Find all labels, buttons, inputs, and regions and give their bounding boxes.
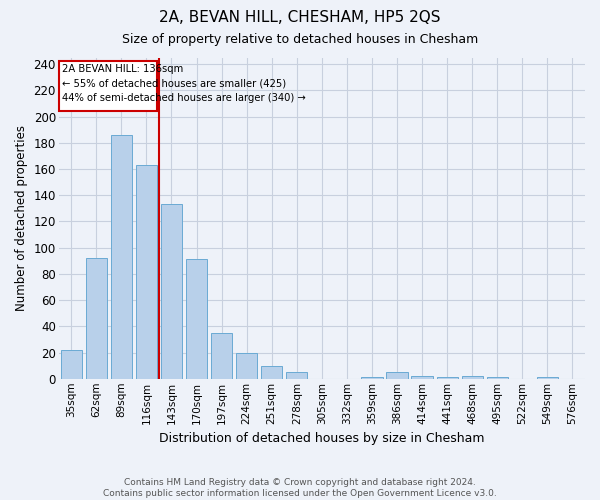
FancyBboxPatch shape [59, 62, 157, 112]
Bar [361, 378, 383, 379]
Bar [211, 333, 232, 379]
Bar [61, 350, 82, 379]
Bar [186, 260, 207, 379]
Bar [261, 366, 283, 379]
Bar [111, 135, 132, 379]
Text: ← 55% of detached houses are smaller (425): ← 55% of detached houses are smaller (42… [62, 78, 286, 88]
Bar [487, 378, 508, 379]
Bar [412, 376, 433, 379]
Bar [86, 258, 107, 379]
Bar [461, 376, 483, 379]
Text: 2A, BEVAN HILL, CHESHAM, HP5 2QS: 2A, BEVAN HILL, CHESHAM, HP5 2QS [159, 10, 441, 25]
Bar [286, 372, 307, 379]
Bar [537, 378, 558, 379]
X-axis label: Distribution of detached houses by size in Chesham: Distribution of detached houses by size … [159, 432, 485, 445]
Bar [386, 372, 407, 379]
Bar [136, 165, 157, 379]
Y-axis label: Number of detached properties: Number of detached properties [15, 125, 28, 311]
Text: Contains HM Land Registry data © Crown copyright and database right 2024.
Contai: Contains HM Land Registry data © Crown c… [103, 478, 497, 498]
Bar [437, 378, 458, 379]
Text: Size of property relative to detached houses in Chesham: Size of property relative to detached ho… [122, 32, 478, 46]
Bar [161, 204, 182, 379]
Bar [236, 352, 257, 379]
Text: 44% of semi-detached houses are larger (340) →: 44% of semi-detached houses are larger (… [62, 93, 306, 103]
Text: 2A BEVAN HILL: 136sqm: 2A BEVAN HILL: 136sqm [62, 64, 184, 74]
